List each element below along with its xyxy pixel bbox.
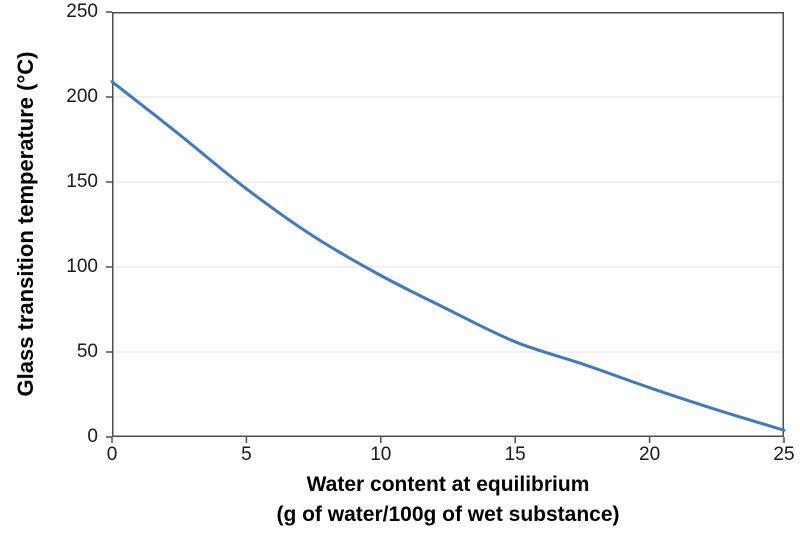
y-tick-label: 50 <box>76 341 98 362</box>
x-axis-title: Water content at equilibrium (g of water… <box>112 470 784 530</box>
x-tick-label: 10 <box>370 444 392 465</box>
plot-area <box>106 11 786 443</box>
tg-curve-line <box>110 80 786 432</box>
x-tick-label: 25 <box>773 444 795 465</box>
plot-canvas <box>106 11 786 443</box>
y-tick-label: 0 <box>87 426 98 447</box>
x-tick-label: 15 <box>504 444 526 465</box>
x-tick-label: 20 <box>639 444 661 465</box>
x-axis-title-line1: Water content at equilibrium <box>306 473 590 496</box>
y-tick-label: 100 <box>66 256 98 277</box>
y-tick-label: 150 <box>66 171 98 192</box>
y-tick-label: 250 <box>66 1 98 22</box>
plot-border <box>112 12 784 437</box>
x-tick-label: 0 <box>106 444 118 465</box>
x-tick-label: 5 <box>241 444 252 465</box>
y-tick-label: 200 <box>66 86 98 107</box>
x-axis-title-line2: (g of water/100g of wet substance) <box>276 503 620 526</box>
